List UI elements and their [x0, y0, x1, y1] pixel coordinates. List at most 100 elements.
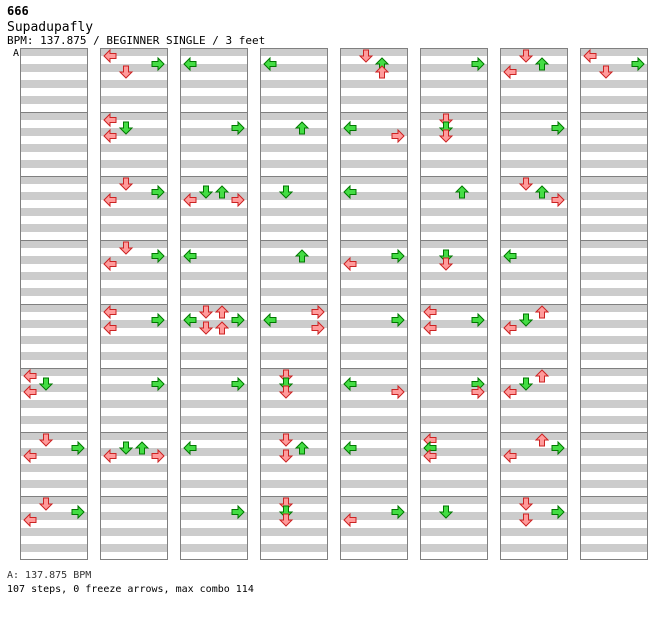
beat-stripe: [420, 336, 488, 344]
beat-stripe: [180, 448, 248, 456]
beat-stripe: [420, 320, 488, 328]
beat-stripe: [180, 304, 248, 312]
beat-stripe: [100, 112, 168, 120]
beat-stripe: [180, 96, 248, 104]
beat-stripe: [20, 448, 88, 456]
beat-stripe: [260, 400, 328, 408]
right-arrow-icon: [151, 248, 165, 264]
up-arrow-icon: [534, 305, 550, 319]
beat-stripe: [260, 192, 328, 200]
beat-stripe: [420, 496, 488, 504]
beat-stripe: [260, 144, 328, 152]
down-arrow-icon: [358, 49, 374, 63]
up-arrow-icon: [534, 433, 550, 447]
down-arrow-icon: [38, 433, 54, 447]
beat-stripe: [180, 288, 248, 296]
left-arrow-icon: [583, 48, 597, 64]
beat-stripe: [340, 208, 408, 216]
left-arrow-icon: [263, 312, 277, 328]
beat-stripe: [180, 192, 248, 200]
beat-stripe: [180, 496, 248, 504]
beat-stripe: [340, 528, 408, 536]
left-arrow-icon: [343, 184, 357, 200]
beat-stripe: [100, 368, 168, 376]
beat-stripe: [260, 80, 328, 88]
right-arrow-icon: [391, 384, 405, 400]
beat-stripe: [580, 480, 648, 488]
left-arrow-icon: [423, 448, 437, 464]
beat-stripe: [260, 240, 328, 248]
left-arrow-icon: [183, 56, 197, 72]
beat-stripe: [580, 48, 648, 56]
beat-stripe: [580, 400, 648, 408]
beat-stripe: [20, 320, 88, 328]
beat-stripe: [100, 352, 168, 360]
beat-stripe: [20, 240, 88, 248]
beat-stripe: [20, 224, 88, 232]
down-arrow-icon: [278, 185, 294, 199]
beat-stripe: [100, 64, 168, 72]
beat-stripe: [340, 224, 408, 232]
beat-stripe: [500, 480, 568, 488]
beat-stripe: [260, 496, 328, 504]
beat-stripe: [260, 336, 328, 344]
right-arrow-icon: [151, 448, 165, 464]
left-arrow-icon: [103, 112, 117, 128]
left-arrow-icon: [183, 312, 197, 328]
up-arrow-icon: [374, 65, 390, 79]
beat-stripe: [260, 288, 328, 296]
beat-stripe: [580, 320, 648, 328]
down-arrow-icon: [438, 505, 454, 519]
beat-stripe: [180, 176, 248, 184]
down-arrow-icon: [438, 129, 454, 143]
beat-stripe: [580, 240, 648, 248]
up-arrow-icon: [294, 249, 310, 263]
beat-stripe: [20, 544, 88, 552]
beat-stripe: [500, 176, 568, 184]
left-arrow-icon: [183, 192, 197, 208]
beat-stripe: [260, 208, 328, 216]
beat-stripe: [340, 128, 408, 136]
down-arrow-icon: [278, 433, 294, 447]
beat-stripe: [580, 448, 648, 456]
beat-stripe: [420, 128, 488, 136]
beat-stripe: [260, 384, 328, 392]
beat-stripe: [420, 112, 488, 120]
beat-stripe: [260, 448, 328, 456]
beat-stripe: [100, 400, 168, 408]
beat-stripe: [500, 496, 568, 504]
beat-stripe: [340, 272, 408, 280]
beat-stripe: [20, 64, 88, 72]
beat-stripe: [580, 528, 648, 536]
down-arrow-icon: [118, 65, 134, 79]
beat-stripe: [100, 496, 168, 504]
beat-stripe: [340, 336, 408, 344]
beat-stripe: [420, 512, 488, 520]
left-arrow-icon: [343, 120, 357, 136]
song-id: 666: [7, 4, 29, 18]
beat-stripe: [100, 288, 168, 296]
beat-stripe: [260, 480, 328, 488]
beat-stripe: [500, 464, 568, 472]
beat-stripe: [500, 400, 568, 408]
up-arrow-icon: [534, 57, 550, 71]
beat-stripe: [580, 256, 648, 264]
left-arrow-icon: [103, 304, 117, 320]
up-arrow-icon: [214, 185, 230, 199]
beat-stripe: [260, 352, 328, 360]
beat-stripe: [420, 144, 488, 152]
beat-stripe: [500, 272, 568, 280]
beat-stripe: [500, 128, 568, 136]
beat-stripe: [500, 528, 568, 536]
down-arrow-icon: [278, 513, 294, 527]
beat-stripe: [420, 160, 488, 168]
beat-stripe: [20, 352, 88, 360]
beat-stripe: [340, 320, 408, 328]
beat-stripe: [580, 336, 648, 344]
right-arrow-icon: [71, 504, 85, 520]
up-arrow-icon: [534, 369, 550, 383]
beat-stripe: [340, 544, 408, 552]
beat-stripe: [260, 48, 328, 56]
left-arrow-icon: [503, 384, 517, 400]
beat-stripe: [500, 48, 568, 56]
